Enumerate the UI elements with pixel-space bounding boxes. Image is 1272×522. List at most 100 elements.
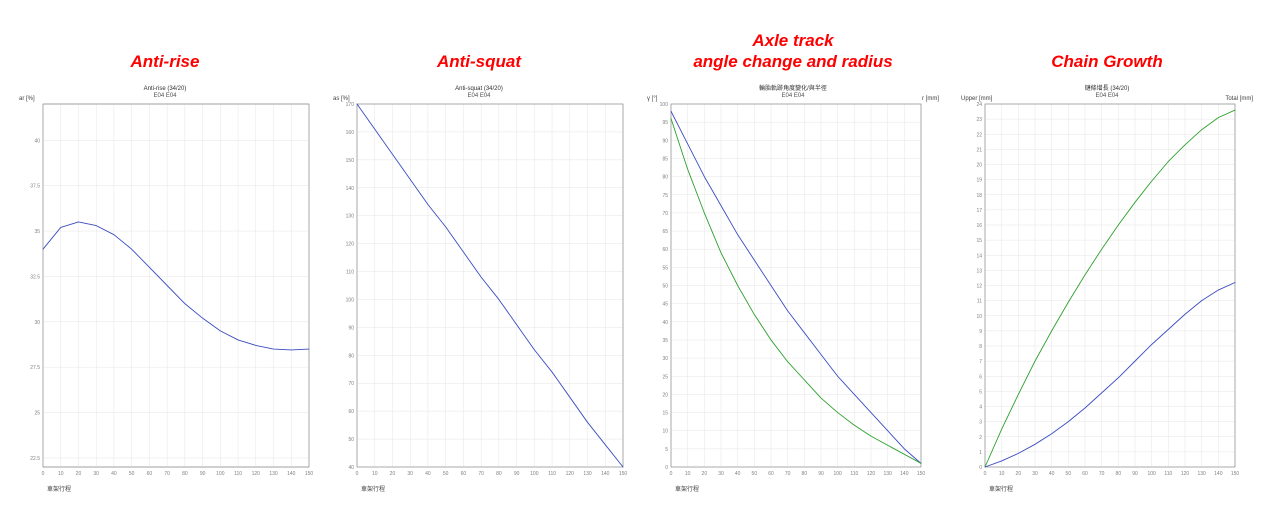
- svg-text:50: 50: [1066, 471, 1072, 477]
- svg-text:160: 160: [346, 130, 355, 136]
- svg-text:24: 24: [976, 102, 982, 108]
- panel-title-anti-rise: Anti-rise: [131, 8, 200, 80]
- svg-text:85: 85: [662, 156, 668, 162]
- svg-text:60: 60: [662, 247, 668, 253]
- svg-text:27.5: 27.5: [30, 365, 40, 371]
- svg-text:35: 35: [34, 229, 40, 235]
- panel-title-anti-squat: Anti-squat: [437, 8, 521, 80]
- svg-text:170: 170: [346, 102, 355, 108]
- svg-text:車架行程: 車架行程: [361, 485, 385, 493]
- svg-text:22.5: 22.5: [30, 456, 40, 462]
- svg-text:100: 100: [660, 102, 669, 108]
- svg-text:r [mm]: r [mm]: [922, 96, 939, 102]
- svg-text:120: 120: [1181, 471, 1190, 477]
- svg-text:20: 20: [976, 163, 982, 169]
- panel-title-axle-track: Axle track angle change and radius: [693, 8, 892, 80]
- panel-chain-growth: Chain Growth 鏈條增長 (34/20)E04 E04Upper [m…: [952, 8, 1262, 516]
- svg-text:20: 20: [1016, 471, 1022, 477]
- svg-text:35: 35: [662, 338, 668, 344]
- panel-anti-squat: Anti-squat Anti-squat (34/20)E04 E04as […: [324, 8, 634, 516]
- svg-text:120: 120: [867, 471, 876, 477]
- svg-text:21: 21: [976, 147, 982, 153]
- svg-text:5: 5: [979, 389, 982, 395]
- svg-text:9: 9: [979, 329, 982, 335]
- svg-text:110: 110: [234, 471, 242, 477]
- svg-text:E04 E04: E04 E04: [467, 93, 491, 99]
- svg-text:60: 60: [768, 471, 774, 477]
- svg-text:90: 90: [1132, 471, 1138, 477]
- panel-anti-rise: Anti-rise Anti-rise (34/20)E04 E04ar [%]…: [10, 8, 320, 516]
- svg-text:0: 0: [670, 471, 673, 477]
- svg-text:ar [%]: ar [%]: [19, 96, 35, 102]
- svg-text:25: 25: [662, 374, 668, 380]
- svg-text:20: 20: [702, 471, 708, 477]
- svg-text:110: 110: [1164, 471, 1172, 477]
- svg-text:輪胎軌跡角度變化/與半徑: 輪胎軌跡角度變化/與半徑: [759, 84, 827, 92]
- svg-text:45: 45: [662, 302, 668, 308]
- chart-chain-growth: 鏈條增長 (34/20)E04 E04Upper [mm]Total [mm]0…: [957, 80, 1257, 495]
- svg-text:90: 90: [662, 138, 668, 144]
- svg-text:50: 50: [752, 471, 758, 477]
- svg-anti-squat: Anti-squat (34/20)E04 E04as [%]010203040…: [329, 80, 629, 495]
- svg-text:Total [mm]: Total [mm]: [1225, 96, 1253, 102]
- svg-text:10: 10: [685, 471, 691, 477]
- svg-text:70: 70: [785, 471, 791, 477]
- svg-text:40: 40: [1049, 471, 1055, 477]
- svg-text:130: 130: [583, 471, 592, 477]
- svg-text:60: 60: [1082, 471, 1088, 477]
- svg-text:25: 25: [34, 411, 40, 417]
- svg-text:2: 2: [979, 435, 982, 441]
- svg-text:32.5: 32.5: [30, 274, 40, 280]
- svg-text:120: 120: [252, 471, 261, 477]
- svg-text:10: 10: [999, 471, 1005, 477]
- svg-text:40: 40: [662, 320, 668, 326]
- svg-text:100: 100: [216, 471, 225, 477]
- svg-text:17: 17: [976, 208, 982, 214]
- svg-text:Anti-squat (34/20): Anti-squat (34/20): [455, 86, 503, 92]
- svg-text:3: 3: [979, 420, 982, 426]
- svg-text:E04 E04: E04 E04: [153, 93, 177, 99]
- svg-text:50: 50: [662, 284, 668, 290]
- svg-text:140: 140: [601, 471, 610, 477]
- svg-axle-track: 輪胎軌跡角度變化/與半徑E04 E04γ [°]r [mm]0102030405…: [643, 80, 943, 495]
- svg-text:110: 110: [850, 471, 858, 477]
- svg-text:車架行程: 車架行程: [675, 485, 699, 493]
- svg-text:40: 40: [735, 471, 741, 477]
- svg-text:100: 100: [346, 297, 355, 303]
- svg-text:20: 20: [662, 392, 668, 398]
- svg-text:7: 7: [979, 359, 982, 365]
- svg-text:30: 30: [93, 471, 99, 477]
- svg-text:70: 70: [348, 381, 354, 387]
- svg-text:100: 100: [833, 471, 842, 477]
- svg-text:50: 50: [443, 471, 449, 477]
- svg-text:20: 20: [76, 471, 82, 477]
- svg-text:80: 80: [182, 471, 188, 477]
- chart-anti-rise: Anti-rise (34/20)E04 E04ar [%]0102030405…: [15, 80, 315, 495]
- svg-text:40: 40: [348, 465, 354, 471]
- svg-text:15: 15: [662, 411, 668, 417]
- svg-text:100: 100: [530, 471, 539, 477]
- svg-text:11: 11: [977, 299, 982, 305]
- svg-text:23: 23: [976, 117, 982, 123]
- svg-text:60: 60: [147, 471, 153, 477]
- svg-text:60: 60: [348, 409, 354, 415]
- svg-text:130: 130: [346, 214, 355, 220]
- svg-text:90: 90: [818, 471, 824, 477]
- svg-text:16: 16: [976, 223, 982, 229]
- svg-text:22: 22: [976, 132, 982, 138]
- svg-text:130: 130: [269, 471, 278, 477]
- svg-text:10: 10: [372, 471, 378, 477]
- svg-text:E04 E04: E04 E04: [781, 93, 805, 99]
- svg-text:鏈條增長 (34/20): 鏈條增長 (34/20): [1085, 84, 1130, 92]
- svg-text:120: 120: [346, 242, 355, 248]
- svg-text:30: 30: [662, 356, 668, 362]
- svg-text:65: 65: [662, 229, 668, 235]
- svg-text:80: 80: [1116, 471, 1122, 477]
- svg-text:90: 90: [348, 325, 354, 331]
- svg-anti-rise: Anti-rise (34/20)E04 E04ar [%]0102030405…: [15, 80, 315, 495]
- svg-text:40: 40: [111, 471, 117, 477]
- svg-text:5: 5: [665, 447, 668, 453]
- svg-text:140: 140: [900, 471, 909, 477]
- svg-text:10: 10: [662, 429, 668, 435]
- svg-text:150: 150: [346, 158, 355, 164]
